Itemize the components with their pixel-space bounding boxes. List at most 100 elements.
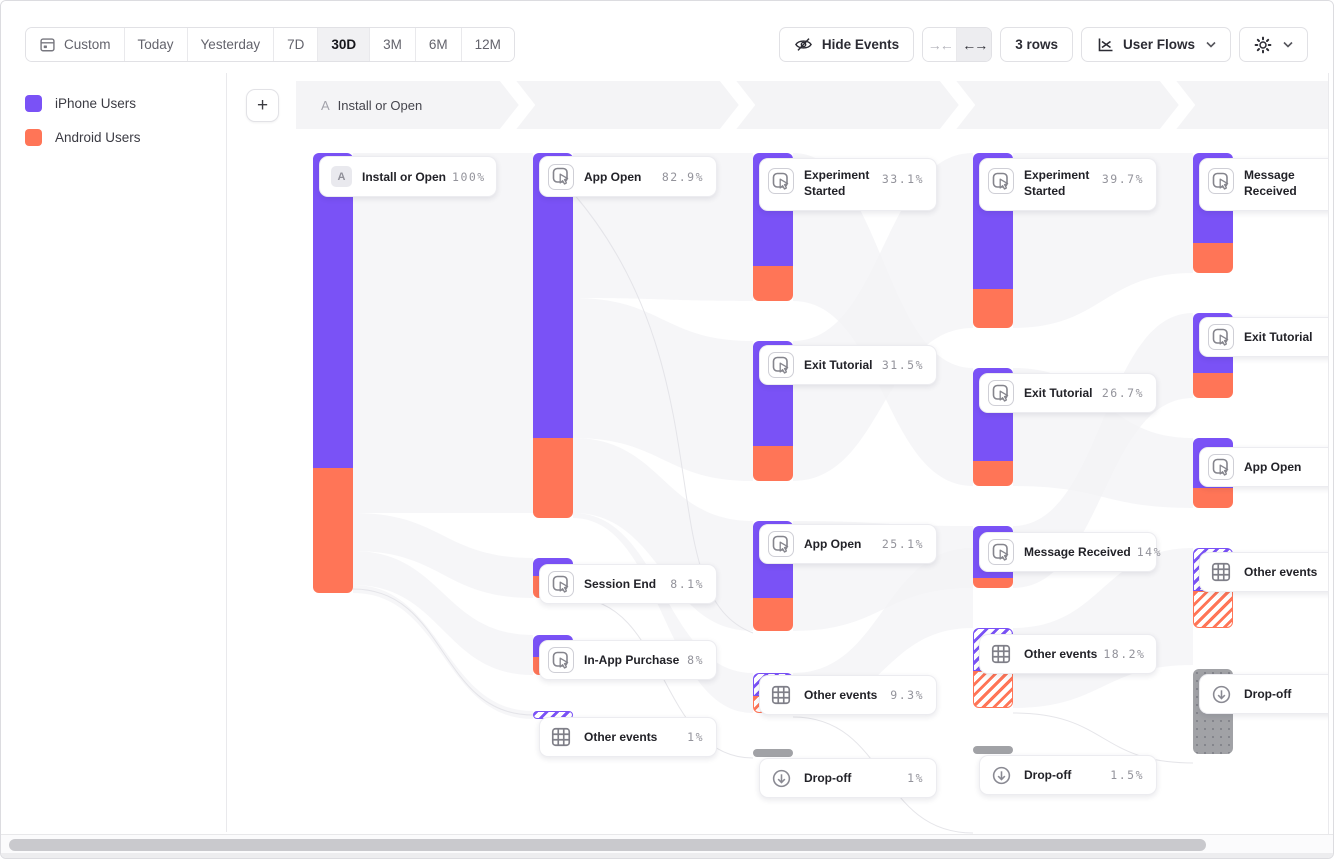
- node-label: Other events: [584, 730, 658, 744]
- bar-segment: [753, 598, 793, 631]
- flow-node-card-exit-tutorial[interactable]: Exit Tutorial: [1199, 317, 1333, 357]
- node-label: Exit Tutorial: [1024, 386, 1093, 400]
- collapse-width-button[interactable]: →←: [923, 28, 958, 61]
- bar-segment: [533, 438, 573, 518]
- settings-button[interactable]: [1239, 27, 1308, 62]
- flow-bar-app-open: [533, 153, 573, 518]
- flow-node-card-experiment-started[interactable]: Experiment Started 39.7%: [979, 158, 1157, 211]
- horizontal-scrollbar-thumb[interactable]: [9, 839, 1206, 851]
- canvas-bottom-border: [1, 834, 1333, 835]
- legend-item[interactable]: iPhone Users: [25, 95, 226, 112]
- legend-label: Android Users: [55, 130, 141, 145]
- step-chevrons: [499, 81, 1196, 129]
- drop-off-icon: [1208, 681, 1234, 707]
- date-range-label: 6M: [428, 37, 448, 52]
- date-range-yesterday[interactable]: Yesterday: [187, 28, 275, 61]
- date-range-3m[interactable]: 3M: [370, 28, 416, 61]
- date-range-12m[interactable]: 12M: [461, 28, 514, 61]
- toolbar-right: Hide Events →← ←→ 3 rows User Flows: [778, 27, 1308, 62]
- a-badge-icon: A: [331, 166, 352, 187]
- vertical-scrollbar-track[interactable]: [1328, 73, 1333, 834]
- grid-icon: [1208, 559, 1234, 585]
- bar-segment: [533, 153, 573, 438]
- view-selector-label: User Flows: [1122, 37, 1195, 52]
- click-event-icon: [548, 571, 574, 597]
- date-range-label: 7D: [287, 37, 305, 52]
- node-label: Message Received: [1244, 168, 1297, 198]
- legend-panel: iPhone Users Android Users: [1, 73, 227, 832]
- grid-icon: [988, 641, 1014, 667]
- step-header[interactable]: A Install or Open: [321, 81, 422, 129]
- node-percent: 1%: [687, 730, 704, 744]
- date-range-6m[interactable]: 6M: [415, 28, 462, 61]
- node-percent: 9.3%: [890, 688, 924, 702]
- toolbar: Custom Today Yesterday 7D 30D 3M 6M 12M Hide Ev…: [1, 1, 1333, 73]
- date-range-7d[interactable]: 7D: [274, 28, 319, 61]
- flow-node-card-install-or-open[interactable]: A Install or Open 100%: [319, 156, 497, 197]
- node-label: Other events: [1024, 647, 1098, 661]
- flow-node-card-message-received[interactable]: Message Received 14%: [979, 532, 1161, 572]
- legend-swatch: [25, 129, 42, 146]
- view-selector-button[interactable]: User Flows: [1080, 27, 1231, 62]
- rows-button[interactable]: 3 rows: [1000, 27, 1073, 62]
- bar-segment: [753, 749, 793, 757]
- flow-node-card-message-received[interactable]: Message Received: [1199, 158, 1333, 211]
- node-label: Drop-off: [1244, 687, 1292, 701]
- flow-chart-icon: [1096, 36, 1114, 54]
- node-percent: 8%: [687, 653, 704, 667]
- click-event-icon: [1208, 168, 1234, 194]
- node-percent: 18.2%: [1103, 647, 1146, 661]
- grid-icon: [768, 682, 794, 708]
- flow-node-card-drop-off[interactable]: Drop-off 1.5%: [979, 755, 1157, 795]
- flow-node-card-app-open[interactable]: App Open 82.9%: [539, 156, 717, 197]
- flow-node-card-experiment-started[interactable]: Experiment Started 33.1%: [759, 158, 937, 211]
- drop-off-icon: [768, 765, 794, 791]
- click-event-icon: [768, 531, 794, 557]
- step-label: Install or Open: [337, 97, 423, 113]
- legend-item[interactable]: Android Users: [25, 129, 226, 146]
- bar-segment: [1193, 591, 1233, 628]
- flow-node-card-session-end[interactable]: Session End 8.1%: [539, 564, 717, 604]
- legend-swatch: [25, 95, 42, 112]
- gear-icon: [1254, 36, 1272, 54]
- hide-events-label: Hide Events: [821, 37, 900, 52]
- date-range-custom[interactable]: Custom: [26, 28, 125, 61]
- node-percent: 39.7%: [1101, 172, 1144, 186]
- node-percent: 31.5%: [881, 358, 924, 372]
- click-event-icon: [1208, 454, 1234, 480]
- node-percent: 33.1%: [881, 172, 924, 186]
- flow-node-card-in-app-purchase[interactable]: In-App Purchase 8%: [539, 640, 717, 680]
- node-label: Other events: [1244, 565, 1318, 579]
- bar-segment: [1193, 373, 1233, 398]
- node-percent: 82.9%: [661, 169, 704, 184]
- add-step-button[interactable]: +: [246, 89, 279, 122]
- node-label: Experiment Started: [1024, 168, 1090, 198]
- click-event-icon: [768, 168, 794, 194]
- flow-node-card-drop-off[interactable]: Drop-off 1%: [759, 758, 937, 798]
- flow-node-card-exit-tutorial[interactable]: Exit Tutorial 26.7%: [979, 373, 1157, 413]
- eye-off-icon: [794, 35, 813, 54]
- bar-segment: [753, 446, 793, 481]
- flow-node-card-other-events[interactable]: Other events: [1199, 552, 1333, 592]
- expand-width-button[interactable]: ←→: [957, 28, 992, 61]
- hide-events-button[interactable]: Hide Events: [778, 27, 915, 62]
- flow-node-card-other-events[interactable]: Other events 18.2%: [979, 634, 1157, 674]
- flow-node-card-other-events[interactable]: Other events 1%: [539, 717, 717, 757]
- grid-icon: [548, 724, 574, 750]
- node-percent: 26.7%: [1101, 386, 1144, 400]
- date-range-30d[interactable]: 30D: [318, 28, 371, 61]
- node-percent: 1%: [907, 771, 924, 785]
- bottom-edge-strip: [1, 853, 1333, 858]
- bar-segment: [973, 578, 1013, 588]
- date-range-group: Custom Today Yesterday 7D 30D 3M 6M 12M: [25, 27, 515, 62]
- bar-segment: [313, 153, 353, 468]
- flow-node-card-exit-tutorial[interactable]: Exit Tutorial 31.5%: [759, 345, 937, 385]
- flow-node-card-drop-off[interactable]: Drop-off: [1199, 674, 1333, 714]
- bar-segment: [753, 266, 793, 301]
- flow-node-card-app-open[interactable]: App Open 25.1%: [759, 524, 937, 564]
- date-range-today[interactable]: Today: [124, 28, 188, 61]
- chevron-down-icon: [1283, 41, 1293, 48]
- flow-node-card-other-events[interactable]: Other events 9.3%: [759, 675, 937, 715]
- flow-node-card-app-open[interactable]: App Open: [1199, 447, 1333, 487]
